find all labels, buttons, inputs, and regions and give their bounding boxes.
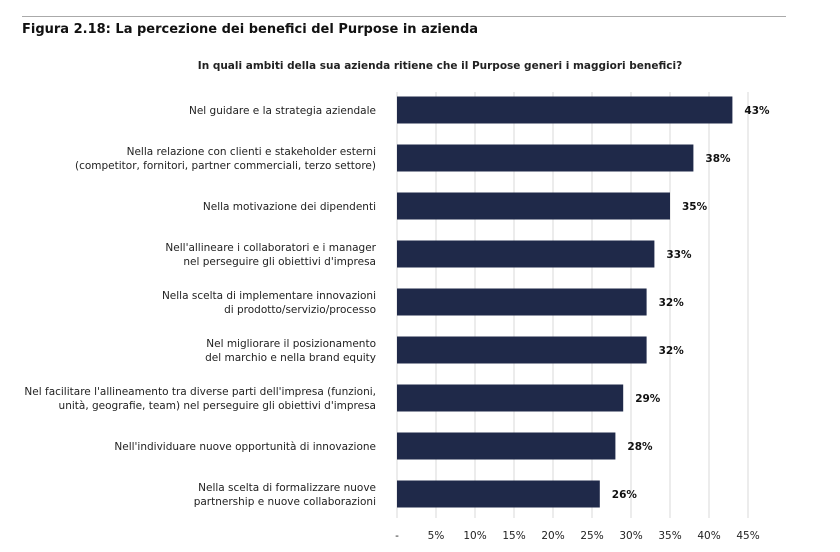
category-label: Nel facilitare l'allineamento tra divers… — [24, 386, 376, 398]
figure-title: Figura 2.18: La percezione dei benefici … — [22, 22, 479, 37]
category-label: Nel guidare e la strategia aziendale — [189, 105, 376, 117]
category-label: unità, geografie, team) nel perseguire g… — [59, 400, 376, 412]
category-label: di prodotto/servizio/processo — [224, 304, 376, 316]
x-tick-label: 30% — [619, 530, 642, 542]
category-label: del marchio e nella brand equity — [205, 352, 376, 364]
category-label: Nel migliorare il posizionamento — [206, 338, 376, 350]
x-tick-label: 15% — [502, 530, 525, 542]
category-label: Nell'individuare nuove opportunità di in… — [114, 441, 376, 453]
bar — [397, 144, 694, 172]
category-label: Nella scelta di formalizzare nuove — [198, 482, 376, 494]
bar — [397, 336, 647, 364]
category-label: (competitor, fornitori, partner commerci… — [75, 160, 376, 172]
category-label: Nella scelta di implementare innovazioni — [162, 290, 376, 302]
bar — [397, 192, 670, 220]
data-label: 26% — [612, 489, 638, 501]
x-tick-label: - — [395, 530, 399, 542]
x-tick-label: 40% — [697, 530, 720, 542]
bar — [397, 288, 647, 316]
data-label: 32% — [659, 297, 685, 309]
data-label: 43% — [744, 105, 770, 117]
x-tick-label: 5% — [428, 530, 445, 542]
category-label: nel perseguire gli obiettivi d'impresa — [183, 256, 376, 268]
category-label: partnership e nuove collaborazioni — [194, 496, 376, 508]
x-tick-label: 35% — [658, 530, 681, 542]
data-label: 35% — [682, 201, 708, 213]
bar — [397, 96, 733, 124]
bar — [397, 432, 616, 460]
x-tick-label: 10% — [463, 530, 486, 542]
bar — [397, 480, 600, 508]
x-tick-label: 45% — [736, 530, 759, 542]
category-label: Nella motivazione dei dipendenti — [203, 201, 376, 213]
bar — [397, 384, 624, 412]
data-label: 32% — [659, 345, 685, 357]
bar — [397, 240, 655, 268]
data-label: 38% — [705, 153, 731, 165]
top-rule — [22, 16, 786, 17]
data-label: 28% — [627, 441, 653, 453]
data-label: 29% — [635, 393, 661, 405]
x-tick-label: 25% — [580, 530, 603, 542]
category-label: Nella relazione con clienti e stakeholde… — [127, 146, 376, 158]
category-label: Nell'allineare i collaboratori e i manag… — [165, 242, 376, 254]
data-label: 33% — [666, 249, 692, 261]
x-tick-label: 20% — [541, 530, 564, 542]
chart-title: In quali ambiti della sua azienda ritien… — [197, 60, 683, 72]
